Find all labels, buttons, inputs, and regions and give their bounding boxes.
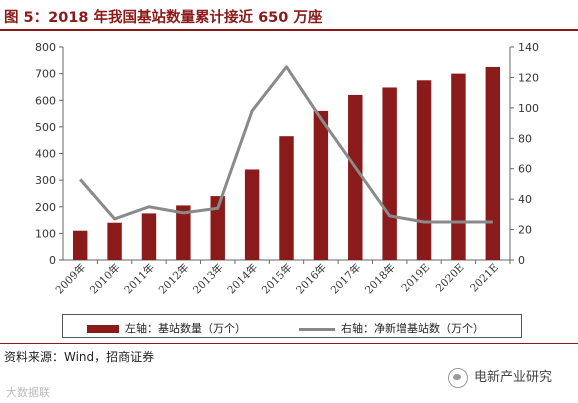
left-tick-label: 0: [49, 254, 56, 267]
left-tick-label: 100: [35, 227, 56, 240]
bar: [313, 110, 329, 261]
legend-bar-swatch: [87, 325, 119, 333]
x-tick-label: 2015年: [259, 261, 295, 297]
right-tick-label: 20: [518, 224, 532, 237]
right-tick-label: 140: [518, 41, 539, 54]
x-tick-label: 2021E: [468, 262, 501, 295]
line-series: [79, 65, 493, 224]
bar: [141, 213, 157, 260]
net-new-line: [79, 65, 493, 224]
bar-series: [72, 66, 501, 261]
left-tick-label: 200: [35, 201, 56, 214]
legend: 左轴：基站数量（万个） 右轴：净新增基站数（万个）: [62, 314, 522, 338]
x-tick-label: 2017年: [328, 261, 364, 297]
legend-bar-label: 左轴：基站数量（万个）: [125, 322, 246, 335]
legend-line-swatch: [299, 327, 335, 331]
right-tick-label: 40: [518, 193, 532, 206]
watermark-right: 电新产业研究: [448, 366, 552, 388]
x-tick-label: 2019E: [399, 262, 432, 295]
right-tick-label: 60: [518, 163, 532, 176]
bar: [210, 196, 225, 260]
figure-title: 图 5：2018 年我国基站数量累计接近 650 万座: [4, 10, 323, 26]
wechat-icon: [448, 367, 468, 388]
legend-item-line: 右轴：净新增基站数（万个）: [299, 320, 484, 336]
right-tick-label: 80: [518, 132, 532, 145]
left-tick-label: 600: [35, 94, 56, 107]
x-tick-label: 2020E: [434, 262, 467, 295]
source-divider: [0, 343, 578, 344]
x-tick-label: 2013年: [190, 261, 226, 297]
bar: [348, 94, 363, 260]
bar: [72, 230, 88, 260]
bar: [279, 136, 294, 260]
bar: [485, 66, 501, 260]
left-tick-label: 300: [35, 174, 56, 187]
bar: [176, 205, 191, 260]
x-tick-label: 2010年: [87, 261, 123, 297]
watermark-left: 大数据联: [6, 386, 50, 399]
left-tick-label: 500: [35, 121, 56, 134]
right-tick-label: 120: [518, 71, 539, 84]
source-note: 资料来源：Wind，招商证券: [4, 350, 155, 364]
right-tick-label: 0: [518, 254, 525, 267]
x-tick-label: 2016年: [293, 261, 329, 297]
watermark-right-text: 电新产业研究: [474, 370, 553, 385]
x-tick-label: 2018年: [362, 261, 398, 297]
bar: [416, 80, 432, 260]
x-tick-label: 2012年: [156, 261, 192, 297]
x-tick-label: 2011年: [122, 261, 158, 297]
left-tick-label: 800: [35, 41, 56, 54]
bar: [382, 87, 397, 260]
right-tick-label: 100: [518, 102, 539, 115]
left-tick-label: 400: [35, 148, 56, 161]
title-divider: [0, 29, 578, 31]
legend-line-label: 右轴：净新增基站数（万个）: [341, 322, 484, 335]
x-tick-label: 2014年: [225, 261, 261, 297]
bar: [107, 222, 122, 260]
left-tick-label: 700: [35, 68, 56, 81]
bar: [244, 169, 260, 260]
x-tick-label: 2009年: [53, 261, 89, 297]
legend-item-bar: 左轴：基站数量（万个）: [87, 320, 246, 336]
bar: [451, 73, 466, 260]
